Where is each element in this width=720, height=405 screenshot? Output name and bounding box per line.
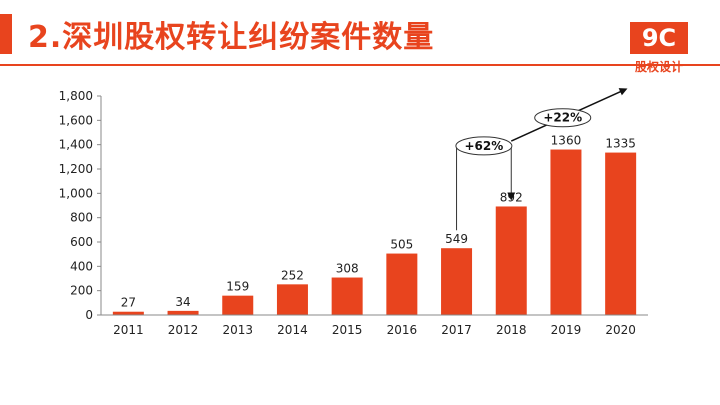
data-label: 159 xyxy=(226,280,249,294)
y-tick-label: 1,800 xyxy=(59,89,93,103)
bar xyxy=(495,206,527,315)
bar xyxy=(112,311,144,315)
x-axis: 2011 2012 2013 2014 2015 2016 2017 2018 2019 2020 xyxy=(101,314,648,337)
y-tick-label: 1,200 xyxy=(59,162,93,176)
data-label: 34 xyxy=(175,295,190,309)
bar xyxy=(276,284,308,315)
data-label: 549 xyxy=(445,232,468,246)
data-label: 308 xyxy=(336,262,359,276)
y-tick-label: 200 xyxy=(70,284,93,298)
growth-label: +62% xyxy=(465,139,504,153)
x-tick-label: 2015 xyxy=(332,323,363,337)
page-title: 2.深圳股权转让纠纷案件数量 xyxy=(28,20,435,55)
x-tick-label: 2018 xyxy=(496,323,527,337)
y-tick-label: 400 xyxy=(70,259,93,273)
bar xyxy=(441,248,473,315)
x-tick-label: 2012 xyxy=(168,323,199,337)
y-tick-label: 800 xyxy=(70,211,93,225)
bar xyxy=(605,152,637,315)
y-tick-label: 1,400 xyxy=(59,138,93,152)
x-tick-label: 2016 xyxy=(387,323,418,337)
data-label: 27 xyxy=(121,296,136,310)
growth-label: +22% xyxy=(543,111,582,125)
title-accent-bar xyxy=(0,14,12,54)
growth-badge xyxy=(534,108,592,128)
brand-logo-caption: 股权设计 xyxy=(634,60,683,74)
x-tick-label: 2014 xyxy=(277,323,308,337)
bar xyxy=(222,295,254,315)
y-tick-label: 1,000 xyxy=(59,186,93,200)
bar xyxy=(550,149,582,315)
growth-annotations: +62% +22% xyxy=(455,88,628,231)
y-tick-label: 0 xyxy=(85,308,93,322)
data-label: 505 xyxy=(390,238,413,252)
x-tick-label: 2011 xyxy=(113,323,144,337)
x-tick-label: 2017 xyxy=(441,323,472,337)
title-divider xyxy=(0,64,720,66)
y-axis: 0 200 400 600 800 1,000 1,200 1,400 1,600 1,800 xyxy=(59,89,102,322)
bar xyxy=(167,310,199,315)
data-label: 1335 xyxy=(605,137,636,151)
y-tick-label: 600 xyxy=(70,235,93,249)
data-label: 1360 xyxy=(551,134,582,148)
x-tick-label: 2019 xyxy=(551,323,582,337)
brand-logo: 9C xyxy=(630,22,688,54)
growth-badge xyxy=(455,136,513,156)
bar xyxy=(331,277,363,315)
data-label: 252 xyxy=(281,268,304,282)
x-tick-label: 2013 xyxy=(222,323,253,337)
bar xyxy=(386,253,418,315)
x-tick-label: 2020 xyxy=(605,323,636,337)
y-tick-label: 1,600 xyxy=(59,113,93,127)
